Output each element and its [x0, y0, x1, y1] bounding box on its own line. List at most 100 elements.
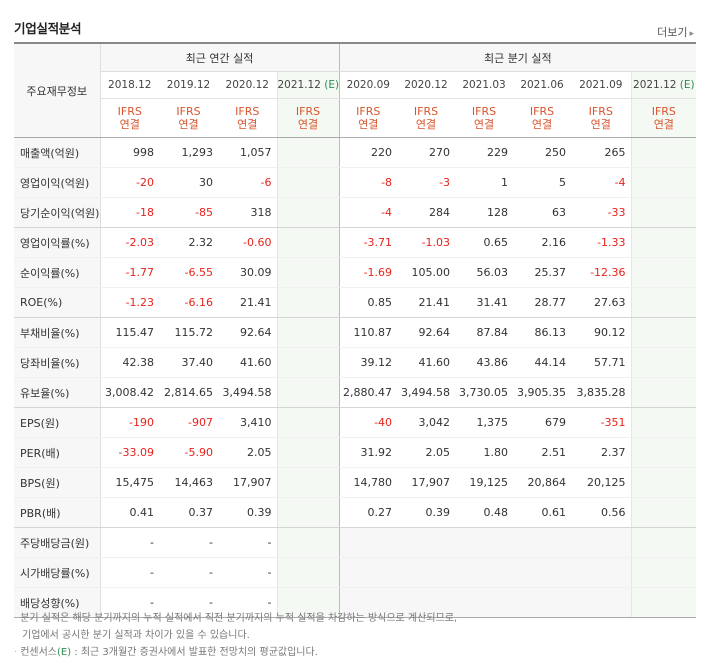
period-header: 2021.12 (E) — [630, 71, 697, 99]
table-cell: -907 — [159, 407, 218, 438]
ifrs-row: IFRS 연결 IFRS 연결 IFRS 연결 IFRS 연결 IFRS 연결 IFRS 연결 IFRS… — [14, 98, 697, 138]
ifrs-header: IFRS 연결 — [276, 98, 340, 138]
table-cell — [630, 227, 697, 258]
period-date: 2020.09 — [346, 79, 390, 91]
table-cell: 3,410 — [218, 407, 277, 438]
table-cell — [630, 587, 697, 618]
table-cell: 284 — [397, 197, 456, 228]
table-cell: 2.32 — [159, 227, 218, 258]
table-cell: 1,057 — [218, 137, 277, 168]
table-cell — [276, 347, 340, 378]
table-cell — [630, 137, 697, 168]
row-label: 순이익률(%) — [14, 257, 101, 288]
table-row: 영업이익(억원) -20 30 -6 -8 -3 1 5 -4 — [14, 167, 697, 198]
ifrs-header: IFRS 연결 — [218, 98, 277, 138]
table-cell: 1 — [455, 167, 514, 198]
table-cell: 57.71 — [571, 347, 632, 378]
table-cell: 3,494.58 — [397, 377, 456, 408]
ifrs-label: IFRS — [413, 105, 439, 118]
table-cell — [630, 407, 697, 438]
table-cell — [276, 587, 340, 618]
table-cell — [513, 527, 572, 558]
table-cell: 63 — [513, 197, 572, 228]
table-cell: 0.39 — [397, 497, 456, 528]
consolidated-label: 연결 — [531, 118, 553, 131]
table-cell — [630, 497, 697, 528]
consolidated-label: 연결 — [653, 118, 674, 131]
table-cell: -351 — [571, 407, 632, 438]
table-cell: 220 — [338, 137, 398, 168]
table-cell: 1,293 — [159, 137, 218, 168]
table-cell: -1.33 — [571, 227, 632, 258]
table-cell: 1.80 — [455, 437, 514, 468]
table-cell: - — [218, 527, 277, 558]
table-cell: - — [218, 587, 277, 618]
row-label: 매출액(억원) — [14, 137, 101, 168]
table-cell — [276, 407, 340, 438]
table-cell — [276, 527, 340, 558]
table-row: EPS(원) -190 -907 3,410 -40 3,042 1,375 679 -351 — [14, 407, 697, 438]
table-cell — [455, 557, 514, 588]
table-cell — [397, 587, 456, 618]
ifrs-header: IFRS 연결 — [571, 98, 632, 138]
table-row: 부채비율(%) 115.47 115.72 92.64 110.87 92.64 87.84… — [14, 317, 697, 348]
period-header: 2020.12 — [397, 71, 456, 99]
table-cell: 20,864 — [513, 467, 572, 498]
table-cell: 41.60 — [397, 347, 456, 378]
table-cell: 3,008.42 — [100, 377, 159, 408]
table-cell: - — [159, 527, 218, 558]
table-row: 주당배당금(원) - - - — [14, 527, 697, 558]
table-cell — [338, 527, 398, 558]
period-date: 2018.12 — [108, 79, 152, 91]
table-cell: 229 — [455, 137, 514, 168]
ifrs-label: IFRS — [588, 105, 613, 118]
table-cell: 92.64 — [218, 317, 277, 348]
table-cell: 14,463 — [159, 467, 218, 498]
table-cell: 41.60 — [218, 347, 277, 378]
table-cell: 3,494.58 — [218, 377, 277, 408]
table-cell: 3,835.28 — [571, 377, 632, 408]
group-annual: 최근 연간 실적 — [100, 42, 340, 72]
table-cell — [397, 557, 456, 588]
table-cell: -190 — [100, 407, 159, 438]
table-cell: -85 — [159, 197, 218, 228]
note-1: · 분기 실적은 해당 분기까지의 누적 실적에서 직전 분기까지의 누적 실적을… — [14, 610, 694, 627]
table-cell: 0.41 — [100, 497, 159, 528]
table-cell: -6 — [218, 167, 277, 198]
table-cell: - — [100, 587, 159, 618]
table-row: PER(배) -33.09 -5.90 2.05 31.92 2.05 1.80 2.51 2.… — [14, 437, 697, 468]
more-link[interactable]: 더보기 ▸ — [657, 24, 694, 40]
table-cell: 2.05 — [218, 437, 277, 468]
table-cell: 0.27 — [338, 497, 398, 528]
table-cell — [630, 467, 697, 498]
ifrs-label: IFRS — [235, 105, 260, 118]
table-cell — [630, 347, 697, 378]
table-cell: -1.23 — [100, 287, 159, 318]
row-label: 영업이익(억원) — [14, 167, 101, 198]
table-cell: -0.60 — [218, 227, 277, 258]
note-1-text: 분기 실적은 해당 분기까지의 누적 실적에서 직전 분기까지의 누적 실적을 … — [20, 613, 458, 624]
table-cell: 56.03 — [455, 257, 514, 288]
table-cell: -4 — [338, 197, 398, 228]
period-header: 2020.09 — [338, 71, 398, 99]
table-cell — [630, 437, 697, 468]
table-row: BPS(원) 15,475 14,463 17,907 14,780 17,907 19,1… — [14, 467, 697, 498]
more-label[interactable]: 더보기 — [657, 26, 688, 39]
table-cell: 17,907 — [397, 467, 456, 498]
table-cell — [276, 377, 340, 408]
note-3-prefix: 컨센서스 — [20, 647, 57, 658]
table-cell — [338, 587, 398, 618]
table-cell: 5 — [513, 167, 572, 198]
chevron-right-icon: ▸ — [689, 29, 694, 39]
table-row: 영업이익률(%) -2.03 2.32 -0.60 -3.71 -1.03 0.65 2.16… — [14, 227, 697, 258]
period-header: 2021.09 — [571, 71, 632, 99]
period-date: 2021.06 — [520, 79, 564, 91]
table-row: ROE(%) -1.23 -6.16 21.41 0.85 21.41 31.41 28.77… — [14, 287, 697, 318]
table-cell: 37.40 — [159, 347, 218, 378]
table-cell — [630, 527, 697, 558]
table-cell — [630, 557, 697, 588]
table-cell — [571, 557, 632, 588]
ifrs-header: IFRS 연결 — [100, 98, 159, 138]
table-cell — [513, 587, 572, 618]
consolidated-label: 연결 — [358, 118, 379, 131]
